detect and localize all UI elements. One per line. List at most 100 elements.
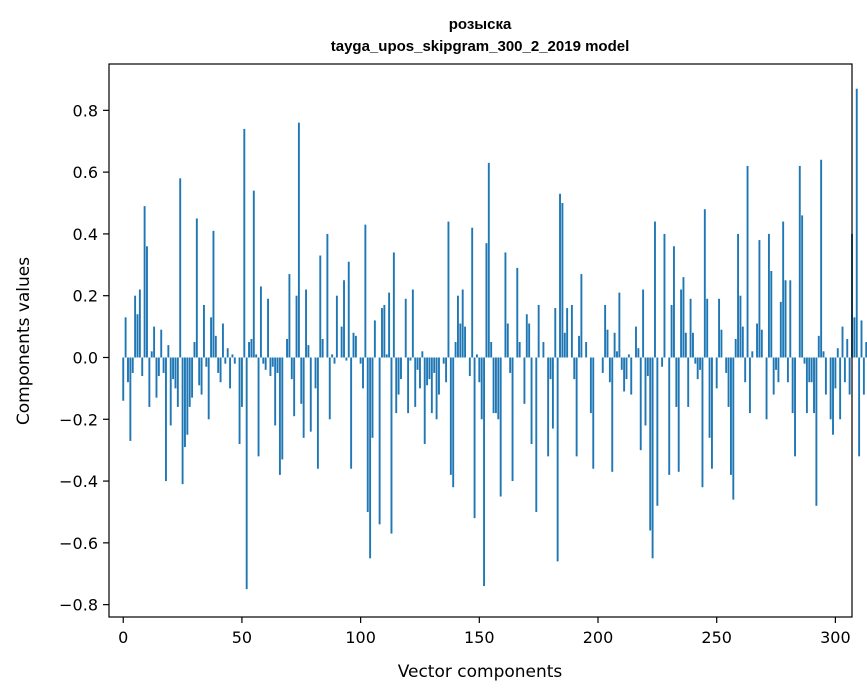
bar xyxy=(321,338,324,358)
bar xyxy=(411,289,414,358)
bar xyxy=(727,357,730,407)
bar xyxy=(661,357,664,367)
bar xyxy=(397,357,400,395)
bar xyxy=(703,209,706,358)
bar xyxy=(784,280,787,358)
bar xyxy=(257,357,260,457)
bar xyxy=(414,357,417,407)
bar xyxy=(264,357,267,370)
y-tick-label: 0.4 xyxy=(73,225,98,244)
bar xyxy=(255,354,258,358)
bar xyxy=(262,357,265,364)
bar xyxy=(293,357,296,417)
bar xyxy=(421,351,424,358)
bar xyxy=(556,357,559,562)
bar xyxy=(663,233,666,358)
bar xyxy=(551,357,554,429)
bar xyxy=(195,218,198,358)
bar xyxy=(131,357,134,373)
bar xyxy=(580,274,583,358)
bar xyxy=(711,357,713,469)
bar xyxy=(388,292,391,358)
bar xyxy=(767,233,770,358)
bar xyxy=(516,267,519,358)
bar xyxy=(775,357,777,370)
bar xyxy=(547,357,550,457)
bar xyxy=(404,298,407,358)
bar xyxy=(447,221,450,358)
bar xyxy=(839,357,842,420)
bar xyxy=(297,122,300,358)
bar xyxy=(604,304,607,358)
bar xyxy=(504,252,507,358)
bar xyxy=(642,289,645,358)
bar xyxy=(820,159,823,358)
bar xyxy=(383,304,386,358)
bar xyxy=(611,357,614,472)
bar xyxy=(224,357,227,364)
bar xyxy=(563,332,566,358)
bar xyxy=(181,357,184,485)
bar xyxy=(699,357,702,370)
bar xyxy=(815,357,818,506)
bar xyxy=(331,354,334,358)
bar xyxy=(248,342,250,358)
bar xyxy=(616,351,618,358)
bar xyxy=(494,357,497,414)
bar xyxy=(729,357,732,475)
bar xyxy=(689,298,692,358)
bar xyxy=(789,280,792,358)
bar xyxy=(165,357,167,482)
bar xyxy=(756,323,758,358)
bar xyxy=(506,323,509,358)
bar xyxy=(452,357,455,488)
bar xyxy=(362,357,364,389)
bar xyxy=(136,314,139,358)
bar xyxy=(673,246,675,358)
bar xyxy=(395,357,398,414)
bar xyxy=(243,128,246,358)
bar xyxy=(692,332,694,358)
x-tick-label: 50 xyxy=(232,628,252,647)
bar xyxy=(509,357,512,373)
bar xyxy=(741,326,744,358)
chart-subtitle: tayga_upos_skipgram_300_2_2019 model xyxy=(331,38,630,55)
bar xyxy=(300,357,303,404)
bar xyxy=(326,233,329,358)
bar xyxy=(525,314,528,358)
bar xyxy=(167,345,170,358)
bar xyxy=(487,162,490,358)
bar xyxy=(217,357,220,373)
y-axis-ticks: −0.8 −0.6 −0.4 −0.2 0.0 0.2 0.4 0.6 0.8 xyxy=(59,101,109,615)
bar xyxy=(271,357,274,367)
bar xyxy=(430,357,433,414)
bar xyxy=(141,357,144,377)
bar xyxy=(670,304,673,358)
bar xyxy=(471,227,474,358)
bar xyxy=(231,354,234,358)
bar xyxy=(646,357,649,377)
bar xyxy=(122,357,125,401)
bar xyxy=(203,304,205,358)
y-tick-label: 0.6 xyxy=(73,163,98,182)
bar xyxy=(438,357,440,395)
chart-title: розыска xyxy=(449,16,512,33)
bar xyxy=(694,357,697,364)
bar xyxy=(805,357,808,414)
bar xyxy=(295,295,298,358)
bar xyxy=(497,357,500,420)
bar xyxy=(250,338,253,358)
bar xyxy=(238,357,241,444)
bar xyxy=(200,357,203,395)
bar xyxy=(214,335,217,358)
bar xyxy=(618,292,621,358)
bar xyxy=(464,326,467,358)
bar xyxy=(613,332,616,358)
bar xyxy=(172,357,175,380)
bar xyxy=(813,357,815,414)
bar xyxy=(445,357,448,383)
bar xyxy=(554,308,557,358)
bar xyxy=(739,295,742,358)
bar xyxy=(345,357,348,361)
